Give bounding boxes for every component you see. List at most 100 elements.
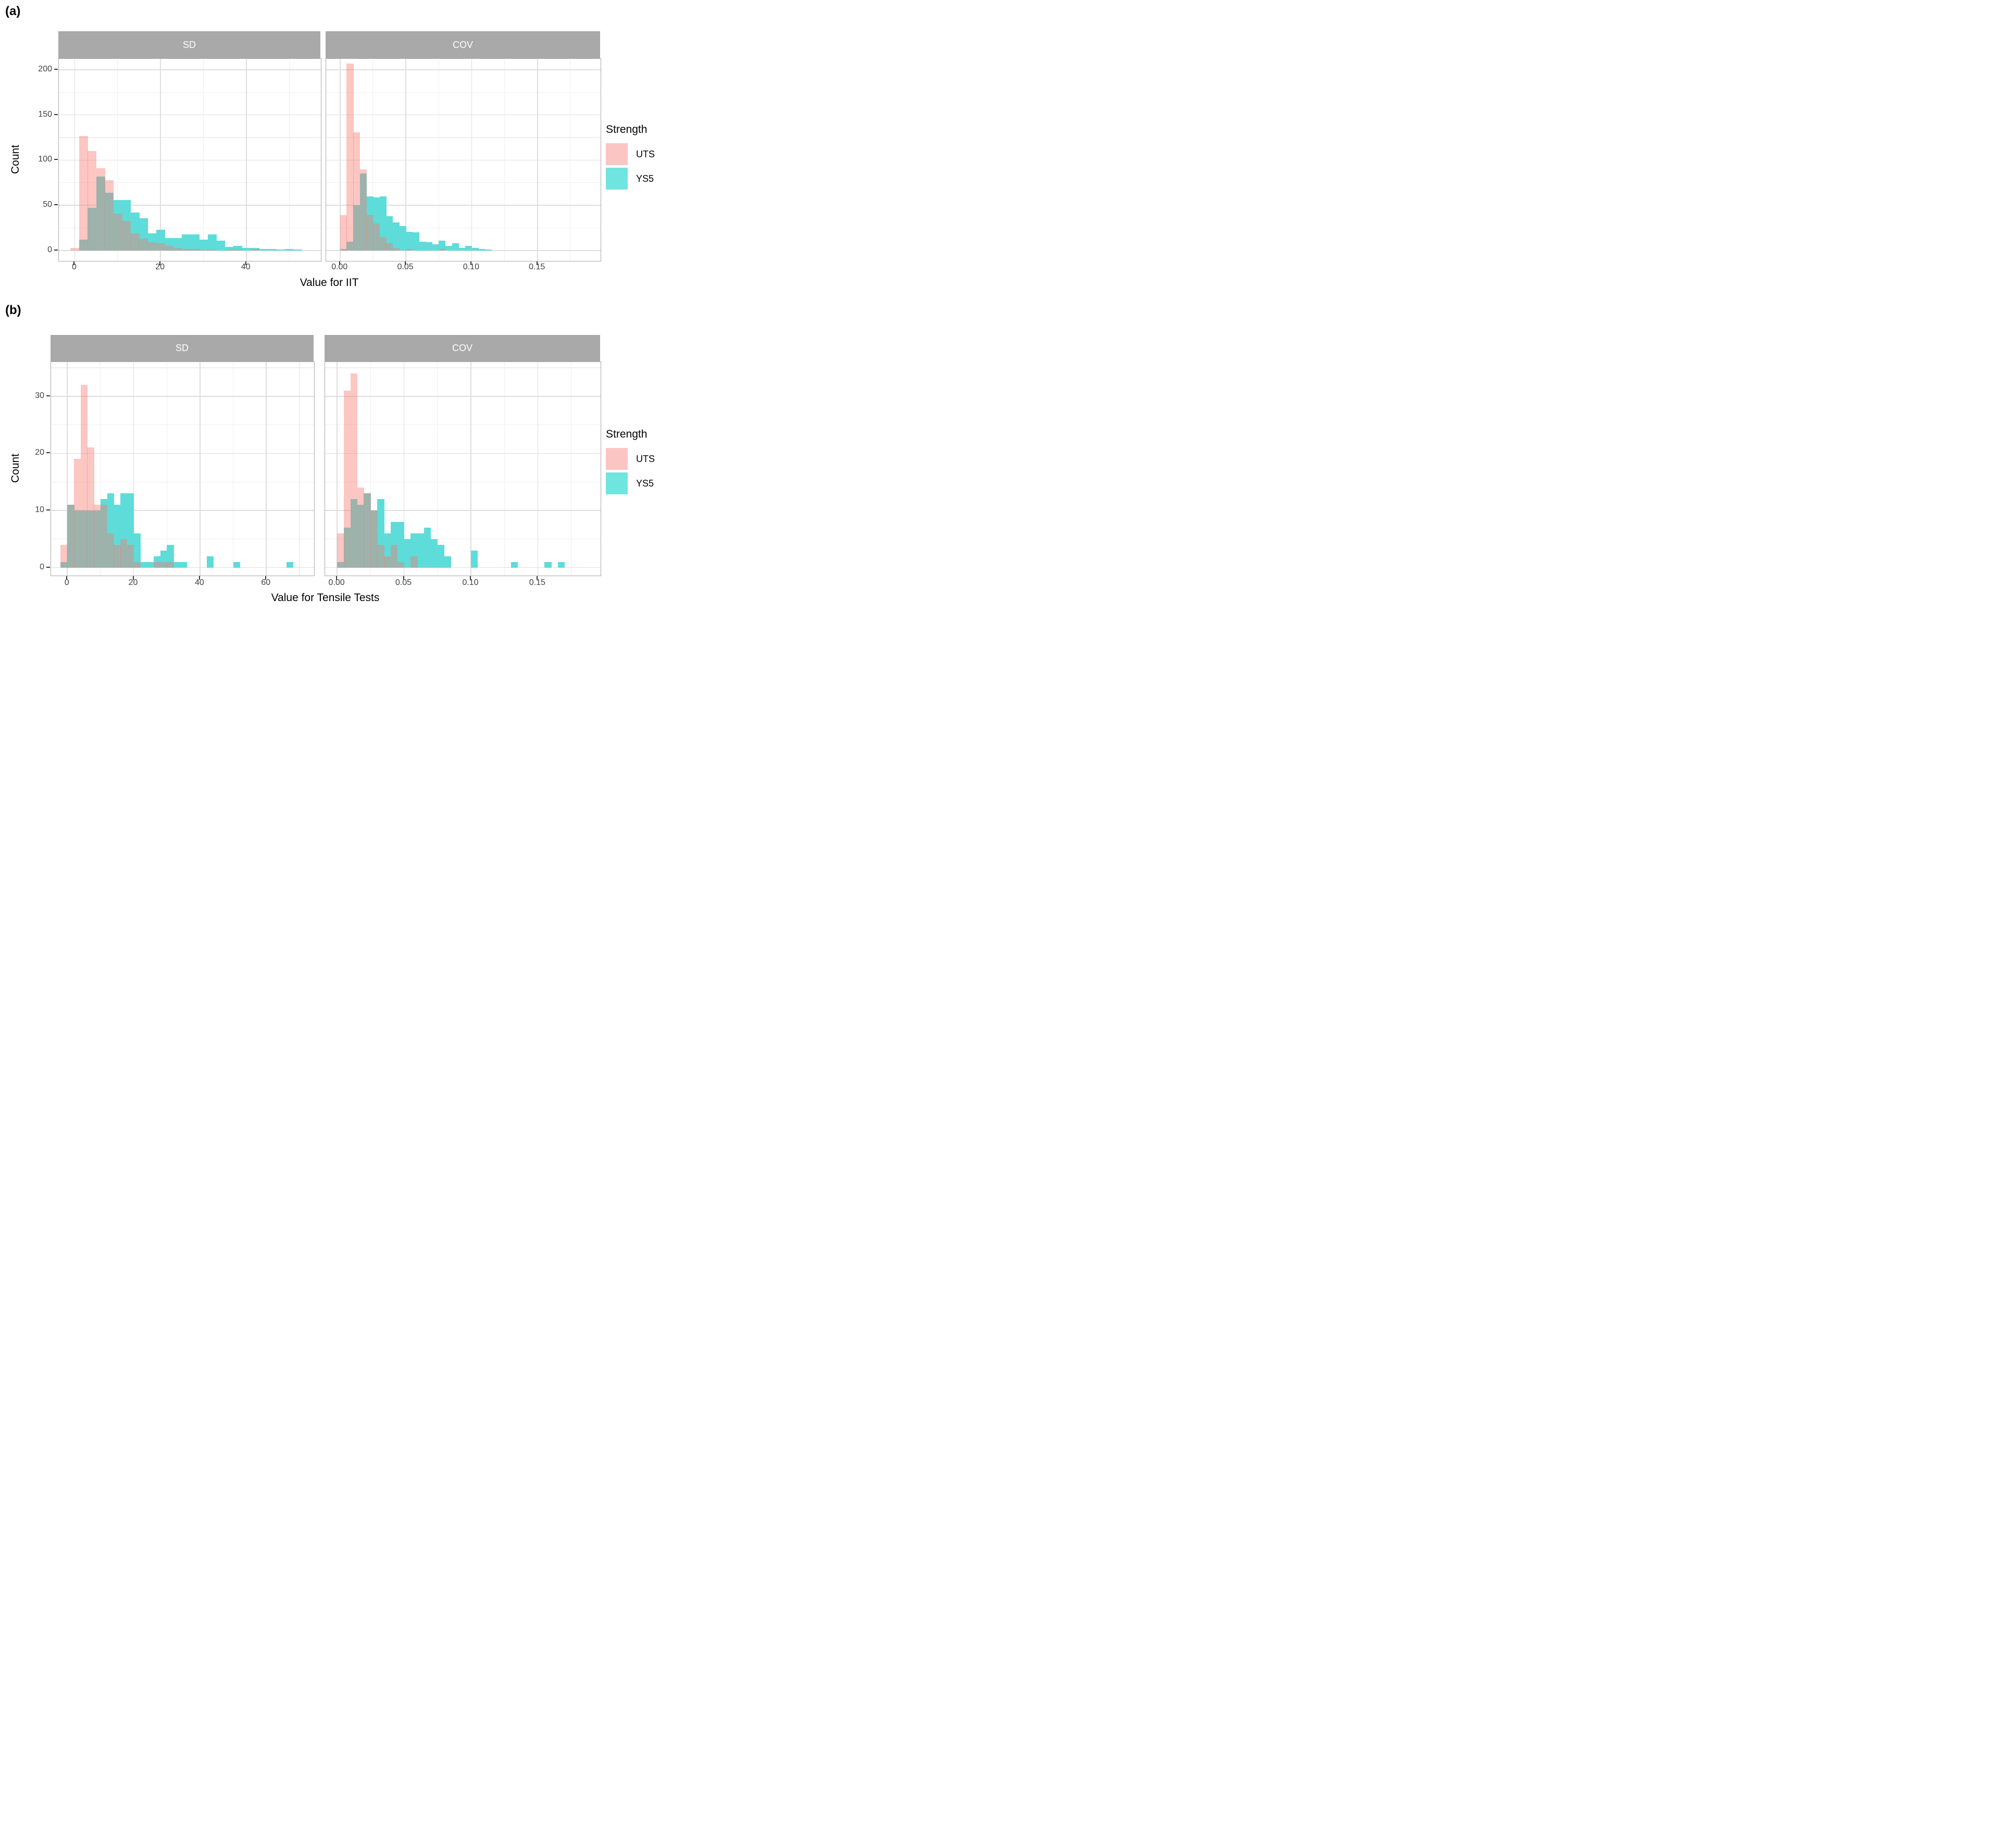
x-tick-label: 0.05 bbox=[397, 263, 414, 271]
histogram-bar-uts bbox=[96, 168, 105, 251]
gridline-vertical bbox=[133, 362, 134, 576]
histogram-bar-uts bbox=[406, 248, 413, 251]
gridline-vertical bbox=[537, 362, 539, 576]
x-tick-mark bbox=[66, 576, 68, 580]
histogram-bar-ys5 bbox=[439, 240, 446, 251]
gridline-horizontal bbox=[325, 567, 601, 568]
histogram-bar-uts bbox=[114, 544, 121, 568]
y-tick-label: 150 bbox=[38, 109, 52, 119]
histogram-bar-ys5 bbox=[410, 533, 418, 568]
gridline-horizontal bbox=[59, 182, 321, 183]
histogram-bar-ys5 bbox=[350, 499, 358, 568]
x-tick-mark bbox=[536, 261, 538, 265]
facet-strip-title: COV bbox=[452, 39, 473, 50]
x-axis-title: Value for Tensile Tests bbox=[271, 592, 380, 604]
histogram-bar-ys5 bbox=[372, 197, 380, 251]
histogram-bar-ys5 bbox=[392, 222, 400, 251]
histogram-bar-uts bbox=[105, 180, 114, 251]
x-tick-mark bbox=[336, 576, 338, 580]
histogram-bar-uts bbox=[167, 562, 174, 568]
facet-strip-sd-a: SD bbox=[58, 31, 320, 58]
legend-label: UTS bbox=[636, 148, 655, 159]
y-tick-label: 0 bbox=[47, 245, 52, 255]
facet-panel-cov-b bbox=[325, 361, 601, 576]
gridline-vertical bbox=[100, 362, 101, 576]
gridline-vertical bbox=[160, 59, 161, 261]
histogram-bar-ys5 bbox=[346, 241, 354, 251]
histogram-bar-ys5 bbox=[437, 544, 445, 568]
x-axis-title: Value for IIT bbox=[300, 277, 359, 289]
histogram-bar-uts bbox=[156, 243, 165, 251]
histogram-bar-uts bbox=[73, 459, 81, 568]
histogram-bar-ys5 bbox=[286, 562, 293, 568]
histogram-bar-ys5 bbox=[250, 247, 260, 251]
y-tick-label: 20 bbox=[35, 448, 44, 457]
gridline-vertical bbox=[339, 59, 341, 261]
x-tick-label: 0.10 bbox=[463, 263, 479, 271]
histogram-bar-ys5 bbox=[557, 562, 565, 568]
legend-item-ys5: YS5 bbox=[606, 472, 671, 494]
gridline-horizontal bbox=[51, 453, 314, 454]
gridline-horizontal bbox=[59, 159, 321, 161]
facet-panel-sd-b bbox=[51, 361, 315, 576]
facet-strip-title: SD bbox=[182, 39, 196, 50]
histogram-bar-ys5 bbox=[340, 248, 347, 251]
x-tick-label: 40 bbox=[195, 578, 204, 587]
x-tick-label: 0.15 bbox=[529, 263, 545, 271]
histogram-bar-ys5 bbox=[130, 213, 140, 251]
histogram-bar-ys5 bbox=[216, 240, 226, 251]
y-tick-label: 30 bbox=[35, 391, 44, 400]
histogram-bar-ys5 bbox=[107, 493, 114, 568]
gridline-vertical bbox=[370, 362, 371, 576]
gridline-horizontal bbox=[326, 92, 601, 93]
histogram-bar-uts bbox=[60, 544, 68, 568]
histogram-bar-uts bbox=[353, 132, 360, 251]
facet-strip-cov-a: COV bbox=[326, 31, 600, 58]
histogram-bar-uts bbox=[70, 247, 80, 251]
x-tick-mark bbox=[403, 576, 404, 580]
gridline-horizontal bbox=[325, 367, 601, 368]
histogram-bar-ys5 bbox=[88, 208, 97, 251]
facet-strip-cov-b: COV bbox=[325, 335, 600, 361]
y-tick-mark bbox=[54, 68, 58, 70]
histogram-bar-uts bbox=[439, 248, 446, 251]
histogram-bar-uts bbox=[343, 390, 351, 568]
x-tick-mark bbox=[470, 261, 472, 265]
legend-item-uts: UTS bbox=[606, 448, 671, 470]
y-tick-mark bbox=[54, 204, 58, 206]
histogram-bar-ys5 bbox=[267, 248, 277, 251]
y-tick-label: 50 bbox=[43, 200, 52, 209]
legend-item-uts: UTS bbox=[606, 143, 671, 165]
histogram-bar-uts bbox=[88, 151, 97, 251]
histogram-bar-ys5 bbox=[120, 493, 128, 568]
histogram-bar-ys5 bbox=[366, 196, 374, 251]
histogram-bar-uts bbox=[190, 248, 200, 251]
x-tick-label: 0.10 bbox=[462, 578, 479, 587]
histogram-bar-ys5 bbox=[417, 533, 425, 568]
legend-b: Strength UTS YS5 bbox=[606, 428, 671, 497]
histogram-bar-ys5 bbox=[173, 562, 181, 568]
facet-panel-sd-a bbox=[58, 58, 321, 261]
legend-title: Strength bbox=[606, 428, 648, 440]
x-tick-mark bbox=[245, 261, 246, 265]
histogram-bar-ys5 bbox=[353, 205, 360, 251]
y-tick-mark bbox=[54, 159, 58, 160]
histogram-bar-ys5 bbox=[343, 527, 351, 568]
gridline-vertical bbox=[337, 362, 338, 576]
histogram-bar-ys5 bbox=[140, 562, 147, 568]
histogram-bar-ys5 bbox=[100, 499, 108, 568]
histogram-bar-uts bbox=[127, 544, 134, 568]
x-tick-mark bbox=[469, 576, 471, 580]
legend-swatch-uts bbox=[606, 448, 628, 470]
y-axis-title: Count bbox=[9, 453, 21, 483]
legend-swatch-ys5 bbox=[606, 168, 628, 190]
x-tick-mark bbox=[339, 261, 340, 265]
gridline-horizontal bbox=[325, 453, 601, 454]
histogram-bar-ys5 bbox=[458, 247, 466, 251]
gridline-vertical bbox=[437, 362, 438, 576]
gridline-vertical bbox=[266, 362, 267, 576]
histogram-bar-uts bbox=[130, 233, 140, 251]
gridline-horizontal bbox=[59, 205, 321, 206]
histogram-bar-uts bbox=[350, 373, 358, 568]
histogram-bar-uts bbox=[133, 562, 141, 568]
